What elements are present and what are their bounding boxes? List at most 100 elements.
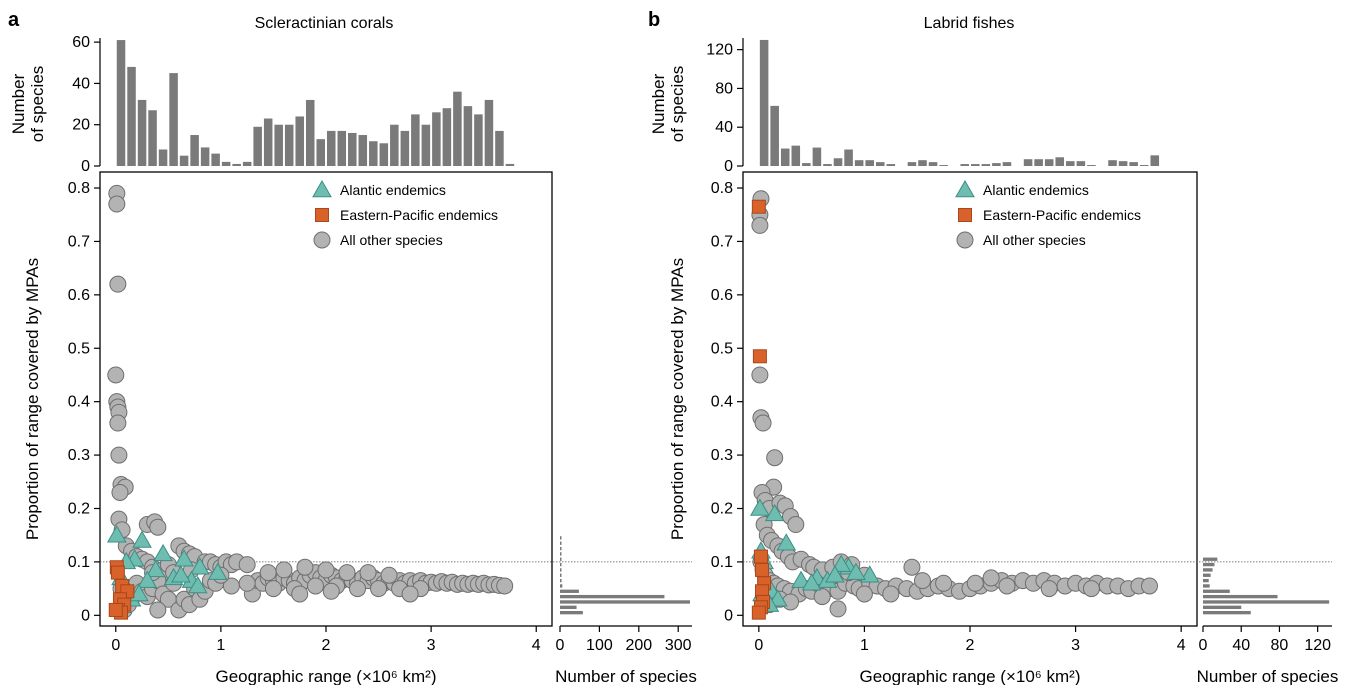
point-triangle-alantic-endemics <box>187 575 208 594</box>
point-circle-all-other-species <box>903 558 921 576</box>
top-hist-bar <box>886 164 896 166</box>
x-tick-label: 1 <box>216 637 225 654</box>
point-circle-all-other-species <box>322 582 340 600</box>
y-tick-label: 0.6 <box>68 287 90 304</box>
legend-marker-circle <box>956 231 974 249</box>
top-hist-bar <box>284 124 294 166</box>
top-hist-bar <box>865 160 874 166</box>
right-hist-bar <box>1203 594 1278 599</box>
top-histogram: 0 20 40 60 Numberof species <box>9 34 515 175</box>
point-circle-all-other-species <box>109 275 127 293</box>
right-hist-bar <box>560 589 579 593</box>
top-hist-bar <box>274 124 283 166</box>
x-tick-label: 3 <box>427 637 436 654</box>
point-triangle-alantic-endemics <box>132 530 152 548</box>
top-hist-bar <box>759 39 769 166</box>
point-triangle-alantic-endemics <box>824 565 845 583</box>
point-circle-all-other-species <box>291 585 309 603</box>
right-histogram: 0 40 80 120 Number of species <box>1197 557 1338 685</box>
top-hist-bar <box>844 149 853 166</box>
y-tick-label: 0.5 <box>68 340 90 357</box>
top-hist-bar <box>981 164 991 166</box>
point-circle-all-other-species <box>238 556 256 574</box>
top-hist-bar <box>875 162 885 166</box>
point-square-eastern-pacific-endemics <box>110 565 125 580</box>
point-circle-all-other-species <box>401 585 419 603</box>
top-hist-bar <box>960 164 969 166</box>
legend-label: Eastern-Pacific endemics <box>983 207 1141 223</box>
top-hist-bar <box>442 108 452 166</box>
top-hist-bar <box>116 40 126 167</box>
legend-marker-triangle <box>955 179 975 198</box>
legend-label: All other species <box>983 232 1086 248</box>
right-hist-bar <box>560 600 691 604</box>
right-hist-tick-label: 80 <box>1271 637 1289 654</box>
top-hist-tick-label: 20 <box>72 117 90 134</box>
right-hist-bar <box>1203 584 1210 588</box>
x-tick-label: 1 <box>860 637 869 654</box>
top-hist-bar <box>411 114 420 166</box>
point-circle-all-other-species <box>338 564 356 582</box>
point-triangle-alantic-endemics <box>750 498 770 516</box>
top-hist-bar <box>348 132 357 166</box>
top-hist-bar <box>400 130 410 166</box>
point-circle-all-other-species <box>108 195 126 213</box>
scatter-points <box>750 190 1158 620</box>
top-hist-tick-label: 120 <box>706 42 733 59</box>
x-tick-label: 4 <box>532 637 541 654</box>
top-hist-tick-label: 80 <box>715 80 733 97</box>
top-hist-tick-label: 60 <box>72 34 90 51</box>
panel-letter: a <box>8 9 20 31</box>
top-hist-bar <box>137 99 147 166</box>
y-tick-label: 0.2 <box>711 500 733 517</box>
top-hist-ylabel: Numberof species <box>649 66 687 143</box>
right-hist-bar <box>1203 605 1242 609</box>
top-hist-bar <box>780 148 790 166</box>
y-tick-label: 0.1 <box>68 554 90 571</box>
point-circle-all-other-species <box>751 216 769 234</box>
point-triangle-alantic-endemics <box>846 562 866 580</box>
legend-marker-circle <box>313 231 331 249</box>
right-hist-bar <box>560 605 577 609</box>
point-circle-all-other-species <box>111 483 129 501</box>
point-circle-all-other-species <box>380 566 398 584</box>
x-axis-title: Geographic range (×10⁶ km²) <box>215 667 436 685</box>
top-hist-bar <box>939 165 948 166</box>
point-circle-all-other-species <box>296 558 314 576</box>
y-tick-label: 0.4 <box>68 394 90 411</box>
y-tick-label: 0 <box>724 607 733 624</box>
point-triangle-alantic-endemics <box>171 565 191 583</box>
x-tick-label: 4 <box>1177 637 1186 654</box>
y-tick-label: 0.5 <box>711 340 733 357</box>
point-square-eastern-pacific-endemics <box>751 605 766 620</box>
point-square-eastern-pacific-endemics <box>753 549 768 564</box>
legend-label: All other species <box>340 232 443 248</box>
point-circle-all-other-species <box>913 572 931 590</box>
point-circle-all-other-species <box>238 574 256 592</box>
top-hist-bar <box>854 160 864 166</box>
y-tick-label: 0.2 <box>68 500 90 517</box>
point-circle-all-other-species <box>275 561 293 579</box>
right-hist-tick-label: 0 <box>556 637 565 654</box>
top-hist-bar <box>1108 160 1117 166</box>
point-circle-all-other-species <box>882 585 900 603</box>
top-hist-bar <box>1055 157 1065 166</box>
point-circle-all-other-species <box>855 585 873 603</box>
top-hist-bar <box>421 124 431 166</box>
top-hist-bar <box>169 73 178 166</box>
point-circle-all-other-species <box>766 449 784 467</box>
right-hist-bar <box>560 552 562 556</box>
point-circle-all-other-species <box>754 414 772 432</box>
point-triangle-alantic-endemics <box>106 525 127 543</box>
x-tick-label: 0 <box>754 637 763 654</box>
legend-label: Alantic endemics <box>983 182 1089 198</box>
point-circle-all-other-species <box>149 601 167 619</box>
point-circle-all-other-species <box>982 569 1000 587</box>
right-hist-bar <box>1203 568 1213 572</box>
point-triangle-alantic-endemics <box>859 565 880 583</box>
right-hist-bar <box>1203 578 1209 583</box>
point-circle-all-other-species <box>496 577 514 595</box>
right-hist-bar <box>560 546 562 551</box>
